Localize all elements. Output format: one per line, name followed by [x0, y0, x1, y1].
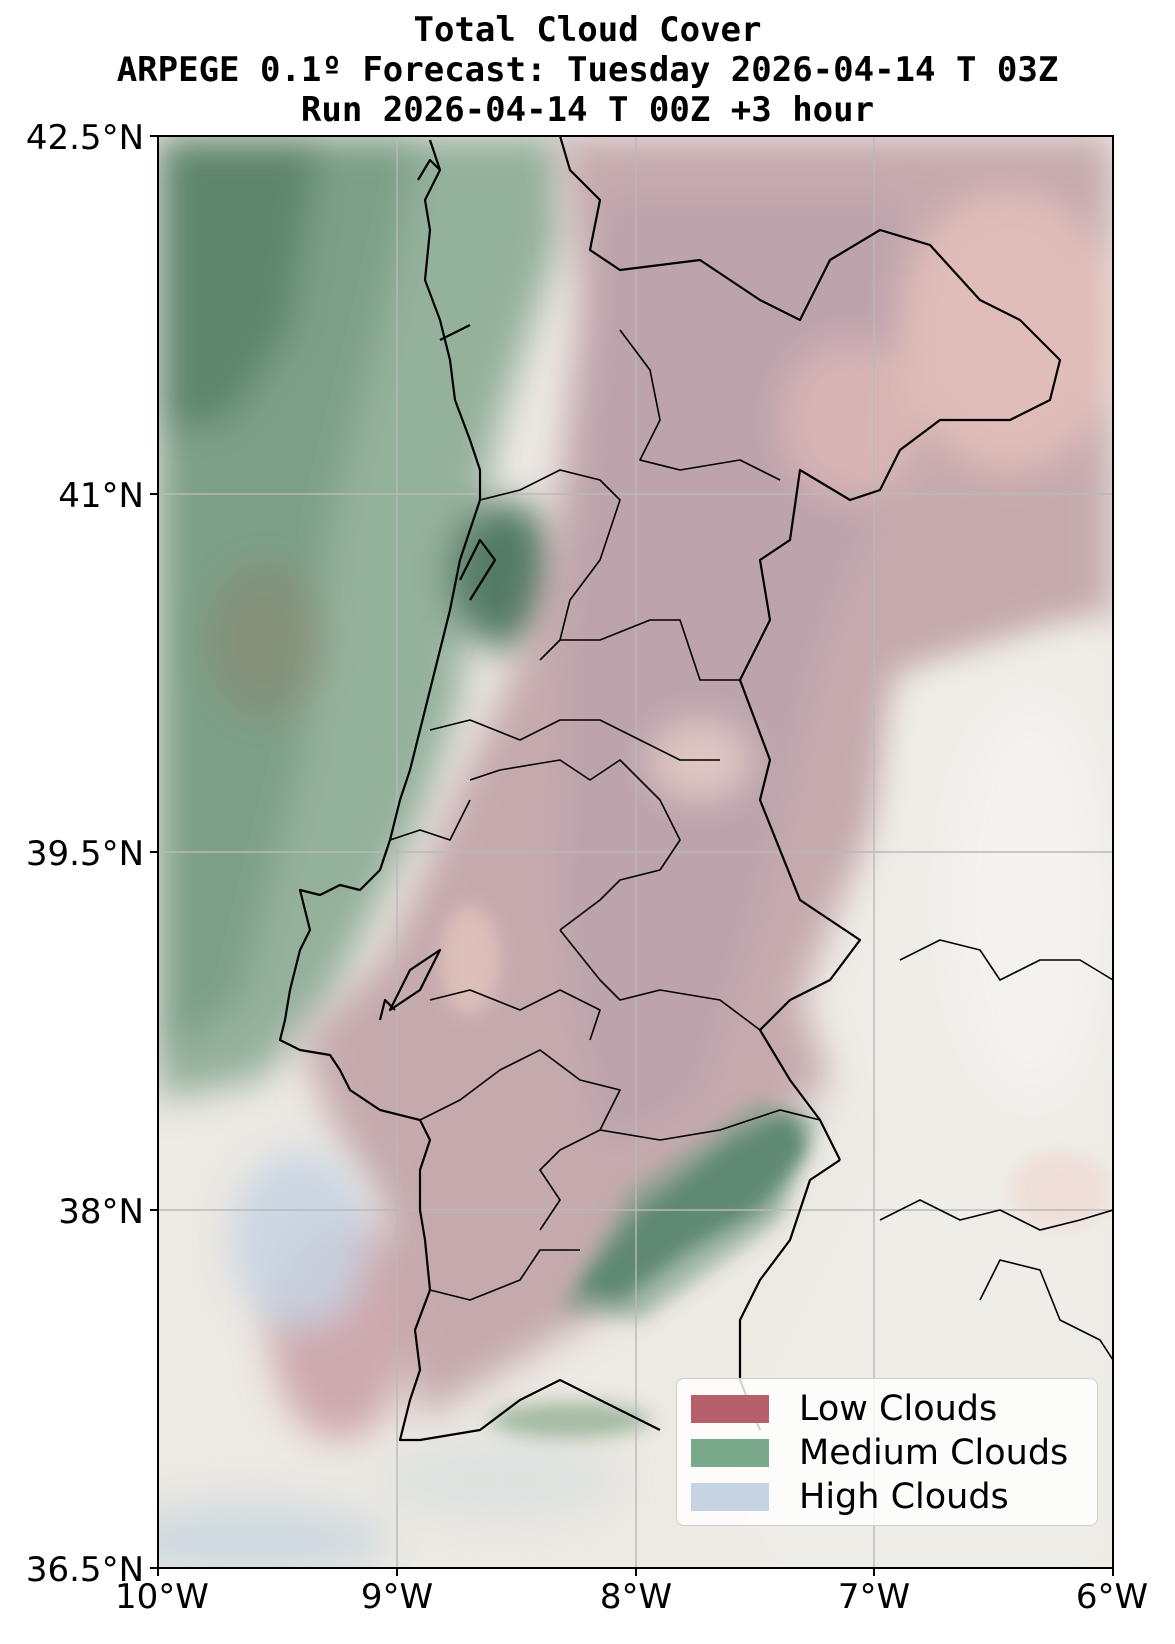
legend: Low Clouds Medium Clouds High Clouds [676, 1378, 1098, 1526]
lat-tick-label: 41°N [58, 476, 144, 516]
title-line-2: ARPEGE 0.1º Forecast: Tuesday 2026-04-14… [116, 50, 1059, 90]
low-cloud-field [270, 136, 1113, 1440]
title-line-3: Run 2026-04-14 T 00Z +3 hour [300, 90, 875, 130]
coastline [278, 139, 661, 1442]
high-cloud-field [158, 1150, 620, 1568]
chart-title: Total Cloud Cover ARPEGE 0.1º Forecast: … [0, 10, 1175, 130]
lon-tick-label: 9°W [361, 1577, 433, 1617]
legend-label: Low Clouds [799, 1389, 998, 1429]
legend-item-low: Low Clouds [691, 1387, 997, 1431]
graticule [158, 136, 1113, 1568]
longitude-labels: 10°W 9°W 8°W 7°W 6°W [115, 1577, 1148, 1617]
lat-tick-label: 38°N [58, 1192, 144, 1232]
legend-swatch-low [691, 1395, 769, 1423]
legend-swatch-high [691, 1483, 769, 1511]
legend-item-high: High Clouds [691, 1475, 1009, 1519]
tick-marks [150, 135, 1114, 1576]
legend-swatch-medium [691, 1439, 769, 1467]
medium-cloud-field [158, 136, 560, 1100]
lat-tick-label: 36.5°N [26, 1550, 144, 1590]
latitude-labels: 42.5°N 41°N 39.5°N 38°N 36.5°N [26, 118, 144, 1590]
title-line-1: Total Cloud Cover [413, 10, 762, 50]
legend-label: Medium Clouds [799, 1433, 1069, 1473]
lon-tick-label: 10°W [115, 1577, 209, 1617]
lat-tick-label: 39.5°N [26, 834, 144, 874]
legend-label: High Clouds [799, 1477, 1009, 1517]
lon-tick-label: 7°W [838, 1577, 910, 1617]
lon-tick-label: 6°W [1076, 1577, 1148, 1617]
clear-sky-region [740, 620, 1113, 1568]
lon-tick-label: 8°W [600, 1577, 672, 1617]
district-borders [389, 329, 1113, 1361]
legend-item-medium: Medium Clouds [691, 1431, 1068, 1475]
lat-tick-label: 42.5°N [26, 118, 144, 158]
